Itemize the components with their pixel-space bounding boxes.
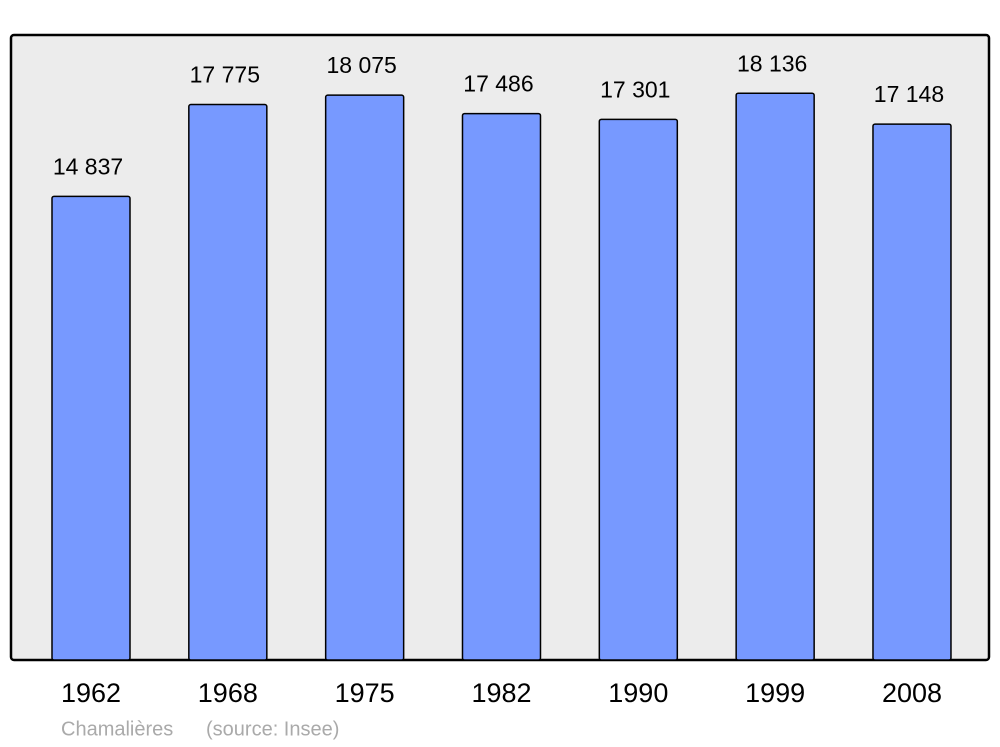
x-tick-label: 1962: [61, 678, 121, 708]
bar: [598, 118, 679, 661]
value-label: 18 136: [737, 50, 807, 76]
x-tick-label: 1982: [471, 678, 531, 708]
value-label: 17 486: [463, 71, 533, 97]
value-label: 18 075: [326, 52, 396, 78]
caption: Chamalières: [61, 718, 173, 740]
bar: [51, 195, 131, 661]
bar: [735, 92, 815, 661]
bar: [872, 123, 952, 661]
value-label: 17 148: [874, 81, 944, 107]
bar: [461, 112, 542, 661]
x-tick-label: 2008: [882, 678, 942, 708]
source: (source: Insee): [206, 718, 339, 740]
bar: [324, 94, 405, 661]
value-label: 17 301: [600, 76, 670, 102]
x-tick-label: 1975: [335, 678, 395, 708]
x-tick-label: 1999: [745, 678, 805, 708]
value-label: 14 837: [53, 153, 123, 179]
value-label: 17 775: [190, 62, 260, 88]
bar: [188, 103, 268, 661]
x-tick-label: 1990: [608, 678, 668, 708]
x-tick-label: 1968: [198, 678, 258, 708]
